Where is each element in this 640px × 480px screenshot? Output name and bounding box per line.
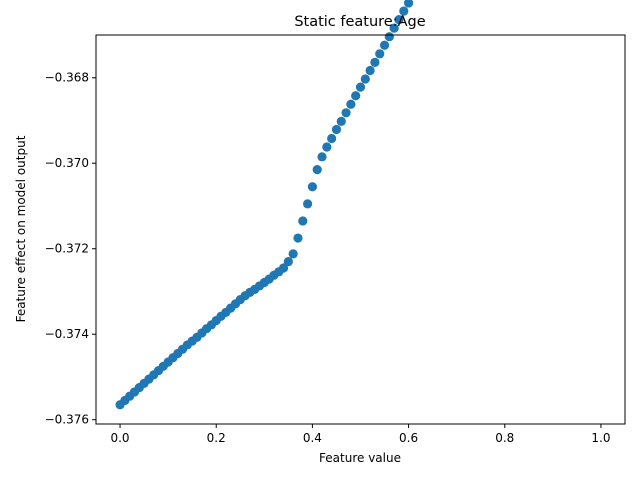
x-tick-label: 0.6 [399,431,418,445]
x-tick-label: 1.0 [591,431,610,445]
data-point [327,133,337,144]
y-tick-label: −0.372 [45,242,89,256]
x-tick-label: 0.4 [303,431,322,445]
data-point [360,74,370,84]
data-point [384,32,394,42]
data-point [336,116,346,126]
data-point [394,15,404,25]
data-point [351,91,361,101]
data-point [370,57,380,67]
data-point [389,23,399,33]
data-point [341,108,351,118]
data-point [298,216,308,226]
y-axis-ticks: −0.376 −0.374 −0.372 −0.370 −0.368 [45,71,96,427]
y-tick-label: −0.368 [45,71,89,85]
data-point [365,65,375,76]
x-axis-ticks: 0.0 0.2 0.4 0.6 0.8 1.0 [110,424,611,445]
data-point [346,99,356,109]
data-point [307,182,318,192]
data-point [375,49,385,59]
data-point [322,142,332,152]
x-tick-label: 0.8 [495,431,514,445]
plot-frame [95,34,626,425]
data-point [278,263,289,273]
x-axis-label: Feature value [319,451,401,465]
y-tick-label: −0.376 [45,413,89,427]
data-points [115,0,414,410]
data-point [288,249,298,259]
x-tick-label: 0.0 [110,431,129,445]
data-point [403,0,414,8]
data-point [312,165,322,175]
data-point [331,124,342,135]
data-point [293,233,303,243]
x-tick-label: 0.2 [207,431,226,445]
data-point [283,256,293,267]
y-tick-label: −0.370 [45,156,89,170]
chart-title: Static feature:Age [294,14,425,30]
data-point [379,40,390,50]
data-point [355,82,366,92]
y-tick-label: −0.374 [45,327,89,341]
data-point [399,6,409,16]
data-point [317,152,327,162]
data-point [303,199,313,209]
y-axis-label: Feature effect on model output [14,135,28,322]
